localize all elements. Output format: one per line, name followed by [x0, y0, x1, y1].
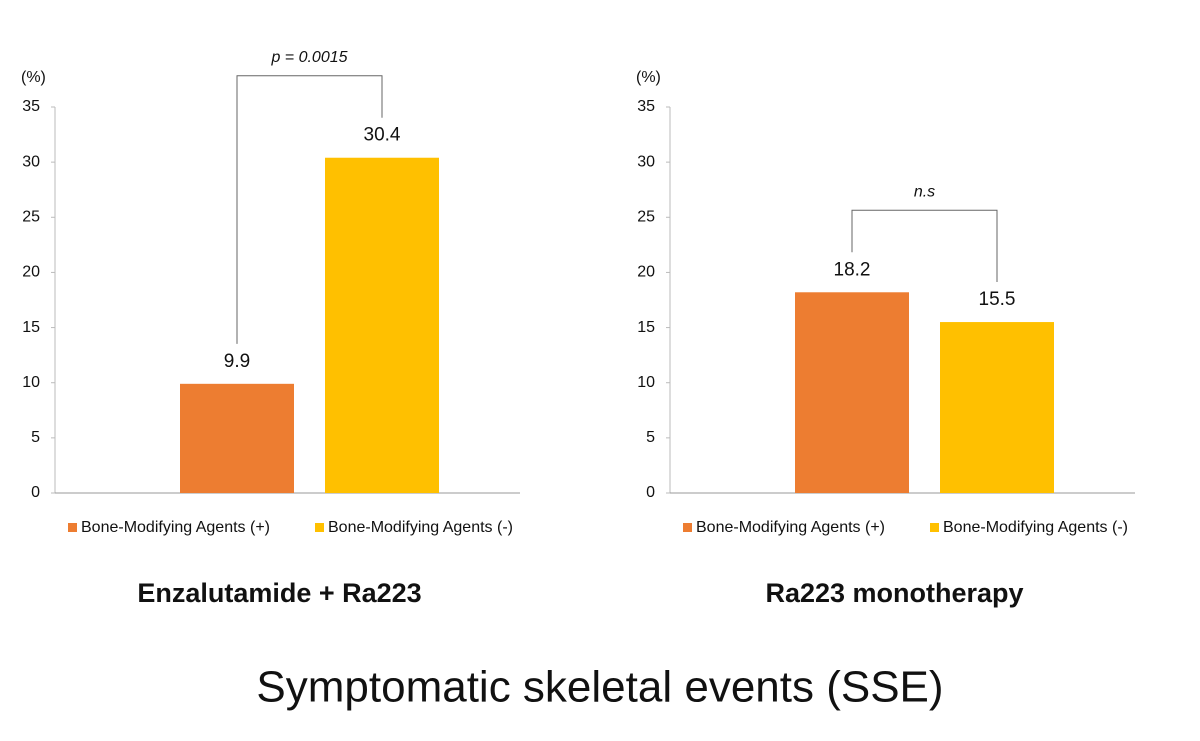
y-tick-label: 10 — [637, 374, 655, 391]
legend-label: Bone-Modifying Agents (-) — [328, 519, 513, 536]
y-tick-label: 5 — [646, 429, 655, 446]
y-tick-label: 0 — [31, 484, 40, 501]
annotation: p = 0.0015 — [270, 49, 347, 66]
legend-swatch — [683, 523, 692, 532]
y-tick-label: 30 — [22, 153, 40, 170]
value-label: 30.4 — [364, 125, 401, 146]
y-tick-label: 30 — [637, 153, 655, 170]
y-tick-label: 25 — [637, 209, 655, 226]
legend-swatch — [68, 523, 77, 532]
y-tick-label: 35 — [22, 98, 40, 115]
y-tick-label: 25 — [22, 209, 40, 226]
y-axis-label: (%) — [636, 69, 661, 86]
y-tick-label: 35 — [637, 98, 655, 115]
legend-label: Bone-Modifying Agents (+) — [81, 519, 270, 536]
chart-title: Ra223 monotherapy — [765, 578, 1023, 608]
value-label: 18.2 — [834, 259, 871, 280]
annotation: n.s — [914, 183, 935, 200]
bar — [325, 157, 439, 493]
bar — [180, 383, 294, 493]
y-tick-label: 20 — [637, 264, 655, 281]
chart-title: Enzalutamide + Ra223 — [137, 578, 421, 608]
legend-label: Bone-Modifying Agents (+) — [696, 519, 885, 536]
value-label: 9.9 — [224, 351, 250, 372]
figure-title: Symptomatic skeletal events (SSE) — [256, 663, 943, 712]
value-label: 15.5 — [979, 289, 1016, 310]
y-tick-label: 5 — [31, 429, 40, 446]
y-tick-label: 0 — [646, 484, 655, 501]
legend-label: Bone-Modifying Agents (-) — [943, 519, 1128, 536]
y-tick-label: 20 — [22, 264, 40, 281]
significance-bracket — [851, 209, 998, 283]
y-tick-label: 15 — [637, 319, 655, 336]
bar — [795, 292, 909, 493]
y-tick-label: 15 — [22, 319, 40, 336]
y-tick-label: 10 — [22, 374, 40, 391]
significance-bracket — [236, 75, 383, 344]
bar — [940, 322, 1054, 493]
y-axis-label: (%) — [21, 69, 46, 86]
legend-swatch — [930, 523, 939, 532]
legend-swatch — [315, 523, 324, 532]
